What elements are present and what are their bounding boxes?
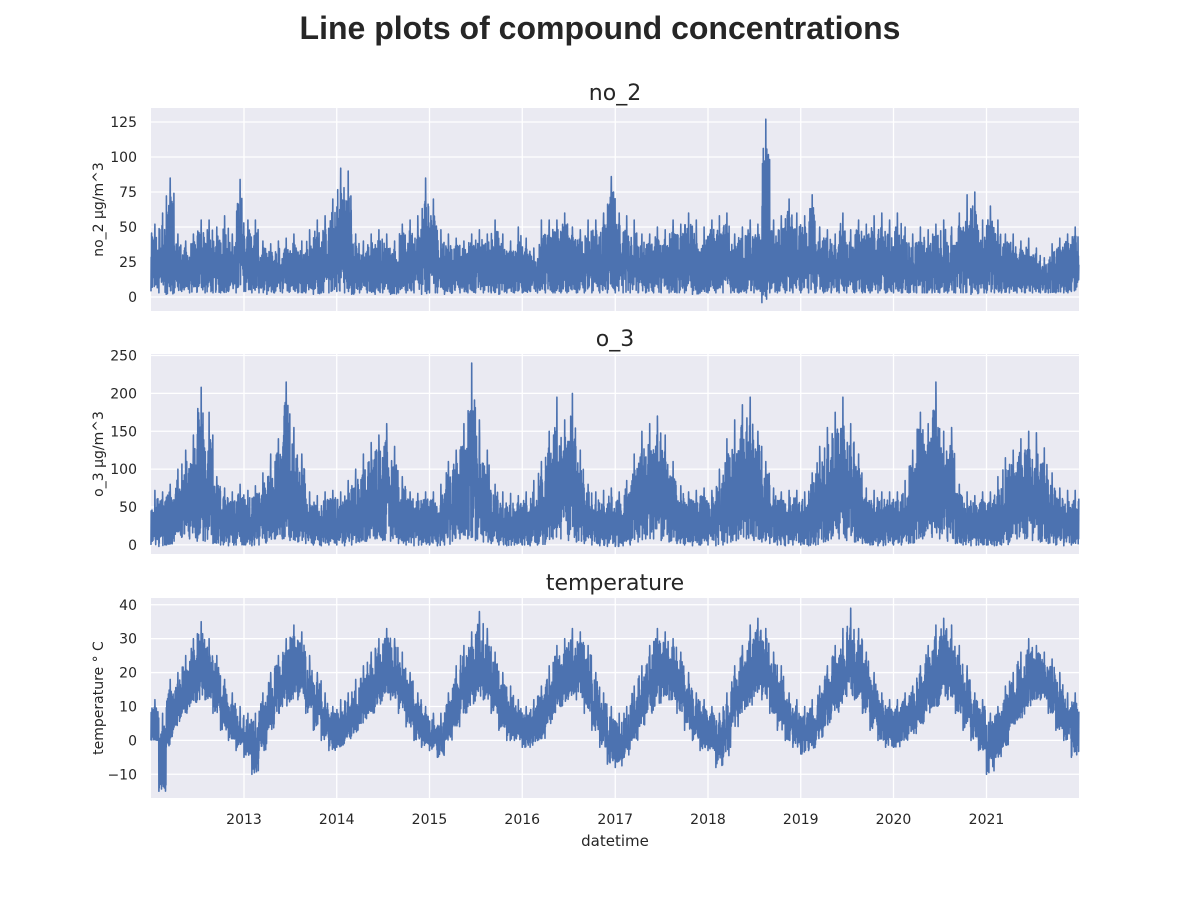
y-tick-label: 20 [119, 666, 137, 682]
x-tick-label: 2017 [597, 812, 633, 828]
y-tick-label: 75 [119, 185, 137, 201]
panel-no_2: 0 25 50 75 100 125 no_2 no_2 µg/m^3 [91, 81, 1080, 311]
y-tick-label: 40 [119, 598, 137, 614]
y-tick-label: 0 [128, 538, 137, 554]
y-tick-label: 50 [119, 220, 137, 236]
x-axis-label: datetime [581, 832, 649, 850]
y-axis-label: no_2 µg/m^3 [91, 162, 107, 257]
y-tick-label: 150 [110, 424, 137, 440]
y-tick-label: 0 [128, 290, 137, 306]
y-tick-label: 100 [110, 462, 137, 478]
y-tick-label: 10 [119, 699, 137, 715]
y-tick-label: 100 [110, 150, 137, 166]
y-tick-label: 30 [119, 632, 137, 648]
x-tick-label: 2018 [690, 812, 726, 828]
x-tick-label: 2013 [226, 812, 262, 828]
panel-title: o_3 [596, 327, 634, 352]
panel-title: no_2 [589, 81, 641, 106]
y-tick-label: −10 [107, 767, 137, 783]
y-axis-label: o_3 µg/m^3 [91, 411, 107, 497]
y-axis-label: temperature ° C [91, 641, 107, 755]
y-tick-label: 25 [119, 255, 137, 271]
x-tick-label: 2014 [319, 812, 355, 828]
series-line-temperature [150, 607, 1080, 793]
x-tick-label: 2019 [783, 812, 819, 828]
x-tick-label: 2016 [504, 812, 540, 828]
y-tick-label: 250 [110, 349, 137, 365]
series-line-no_2 [150, 118, 1080, 304]
y-tick-label: 200 [110, 386, 137, 402]
series-line-o_3 [150, 362, 1080, 548]
x-tick-label: 2020 [876, 812, 912, 828]
figure-title: Line plots of compound concentrations [299, 10, 901, 46]
y-tick-label: 50 [119, 500, 137, 516]
x-tick-label: 2015 [412, 812, 448, 828]
y-tick-label: 125 [110, 115, 137, 131]
panel-temperature: −10 0 10 20 30 40 temperature temperature ° C 20… [91, 571, 1080, 850]
panel-title: temperature [546, 571, 684, 596]
panel-o_3: 0 50 100 150 200 250 o_3 o_3 µg/m^3 [91, 327, 1080, 554]
x-tick-label: 2021 [969, 812, 1005, 828]
y-tick-label: 0 [128, 733, 137, 749]
